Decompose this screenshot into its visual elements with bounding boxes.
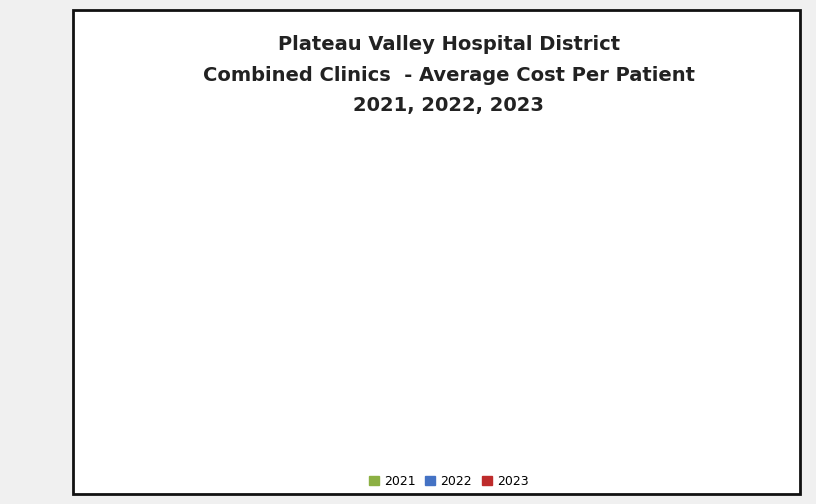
Text: Plateau Valley Hospital District: Plateau Valley Hospital District <box>277 35 620 54</box>
Bar <box>422 238 434 444</box>
Bar <box>476 207 487 444</box>
Bar <box>316 142 327 444</box>
Bar <box>529 259 540 444</box>
Text: $305: $305 <box>530 230 539 257</box>
Text: $367: $367 <box>198 193 209 219</box>
Text: 2021, 2022, 2023: 2021, 2022, 2023 <box>353 96 544 115</box>
Text: $339: $339 <box>423 210 433 236</box>
Bar <box>304 195 316 444</box>
Bar <box>251 222 263 444</box>
Text: $330: $330 <box>464 215 475 241</box>
Text: $415: $415 <box>358 164 368 190</box>
Text: $344: $344 <box>157 207 167 233</box>
Text: $284: $284 <box>677 243 687 269</box>
Text: $320: $320 <box>145 221 156 247</box>
Bar <box>210 214 221 444</box>
Bar <box>517 211 529 444</box>
Bar <box>570 237 582 444</box>
Bar <box>168 193 180 444</box>
Bar <box>676 272 688 444</box>
Text: $445: $445 <box>583 146 592 172</box>
Text: $418: $418 <box>624 162 634 188</box>
Text: $350: $350 <box>689 203 699 229</box>
Bar <box>197 222 210 444</box>
Text: $396: $396 <box>730 175 740 202</box>
Bar <box>357 193 369 444</box>
Text: Combined Clinics  - Average Cost Per Patient: Combined Clinics - Average Cost Per Pati… <box>203 66 694 85</box>
Bar <box>463 244 476 444</box>
Text: $367: $367 <box>252 193 262 219</box>
Text: $347: $347 <box>264 205 273 231</box>
Bar <box>144 250 157 444</box>
Text: $436: $436 <box>742 151 752 177</box>
Bar <box>730 204 741 444</box>
Text: $374: $374 <box>636 188 645 215</box>
Text: $384: $384 <box>517 182 528 209</box>
Bar <box>688 232 700 444</box>
Bar <box>741 180 753 444</box>
Bar <box>410 263 422 444</box>
Bar <box>369 210 381 444</box>
Bar <box>73 10 800 494</box>
Bar <box>635 217 646 444</box>
Text: $412: $412 <box>305 165 315 192</box>
Text: $499: $499 <box>317 113 326 139</box>
Text: $298: $298 <box>411 234 421 261</box>
Bar <box>623 191 635 444</box>
Text: $392: $392 <box>477 177 486 204</box>
Bar <box>582 174 593 444</box>
Legend: 2021, 2022, 2023: 2021, 2022, 2023 <box>364 470 534 493</box>
Text: $386: $386 <box>370 181 380 208</box>
Text: $415: $415 <box>169 164 179 190</box>
Text: $341: $341 <box>571 208 581 235</box>
Bar <box>263 234 274 444</box>
Text: $380: $380 <box>211 185 220 211</box>
Bar <box>157 235 168 444</box>
